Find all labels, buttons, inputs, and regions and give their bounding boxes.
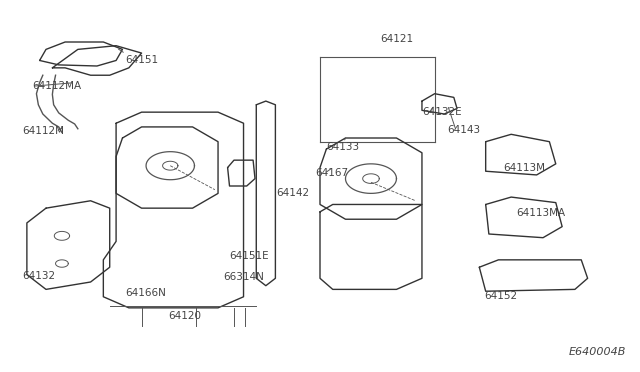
Text: 64113M: 64113M <box>504 163 545 173</box>
Text: 64121: 64121 <box>381 34 413 44</box>
Text: 64166N: 64166N <box>125 288 166 298</box>
Text: 64132E: 64132E <box>422 107 461 117</box>
Text: 64132: 64132 <box>22 272 55 282</box>
Text: 64167: 64167 <box>315 168 348 178</box>
Text: 64112MA: 64112MA <box>32 81 81 91</box>
Text: 64142: 64142 <box>276 188 310 198</box>
Text: 64120: 64120 <box>168 311 202 321</box>
Text: 64112M: 64112M <box>22 126 64 137</box>
Text: 64151E: 64151E <box>229 251 269 261</box>
Text: 64151: 64151 <box>125 55 159 65</box>
Text: 64143: 64143 <box>447 125 481 135</box>
Text: 64133: 64133 <box>326 142 360 152</box>
Text: 64152: 64152 <box>484 291 518 301</box>
Text: E640004B: E640004B <box>568 347 626 357</box>
Text: 64113MA: 64113MA <box>516 208 565 218</box>
Text: 66314N: 66314N <box>223 272 264 282</box>
